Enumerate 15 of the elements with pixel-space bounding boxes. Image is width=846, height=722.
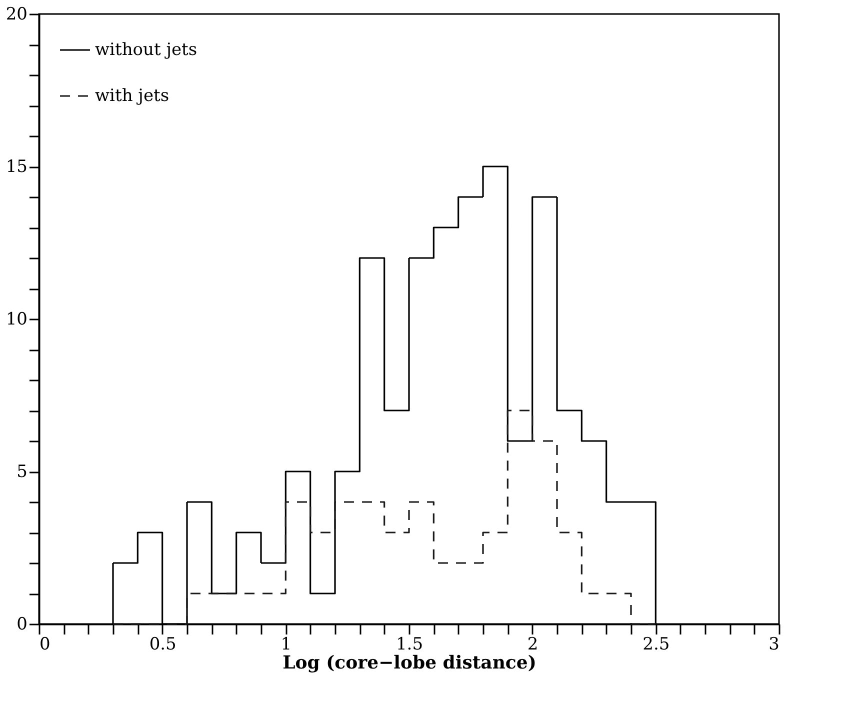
y-tick-label: 10 — [6, 310, 28, 330]
y-tick-label: 20 — [6, 4, 28, 24]
x-tick-label: 0 — [40, 634, 50, 654]
legend-label: without jets — [95, 40, 198, 60]
legend-label: with jets — [95, 86, 170, 106]
x-tick-label: 2.5 — [642, 634, 670, 654]
x-tick-label: 1.5 — [396, 634, 424, 654]
y-tick-label: 5 — [16, 462, 28, 482]
y-tick-label: 15 — [6, 157, 28, 177]
x-tick-label: 1 — [280, 634, 292, 654]
x-tick-label: 2 — [527, 634, 538, 654]
x-tick-label: 3 — [768, 634, 780, 654]
x-tick-label: 0.5 — [149, 634, 176, 654]
x-axis-title: Log (core−lobe distance) — [282, 652, 536, 674]
y-tick-label: 0 — [16, 614, 28, 634]
